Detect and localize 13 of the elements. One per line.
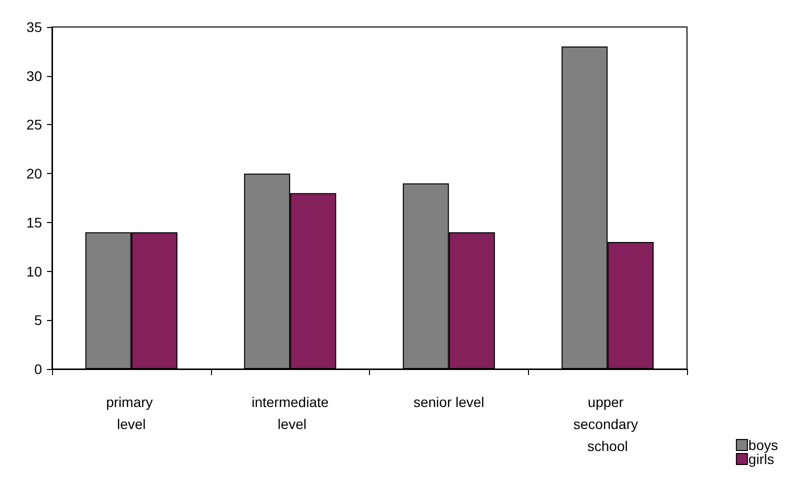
x-tick-label: primary level bbox=[106, 394, 157, 432]
y-tick-label: 30 bbox=[26, 68, 42, 84]
y-tick-label: 0 bbox=[34, 361, 42, 377]
y-tick-label: 5 bbox=[34, 312, 42, 328]
x-tick-label: senior level bbox=[413, 394, 484, 410]
y-tick-label: 20 bbox=[26, 166, 42, 182]
y-tick-label: 35 bbox=[26, 19, 42, 35]
y-tick-label: 10 bbox=[26, 263, 42, 280]
legend-label: boys bbox=[748, 437, 778, 453]
y-tick-label: 15 bbox=[26, 214, 42, 230]
x-tick-label: intermediate level bbox=[252, 394, 329, 432]
y-tick-label: 25 bbox=[26, 116, 42, 133]
x-tick-label: upper secondary school bbox=[573, 394, 642, 454]
